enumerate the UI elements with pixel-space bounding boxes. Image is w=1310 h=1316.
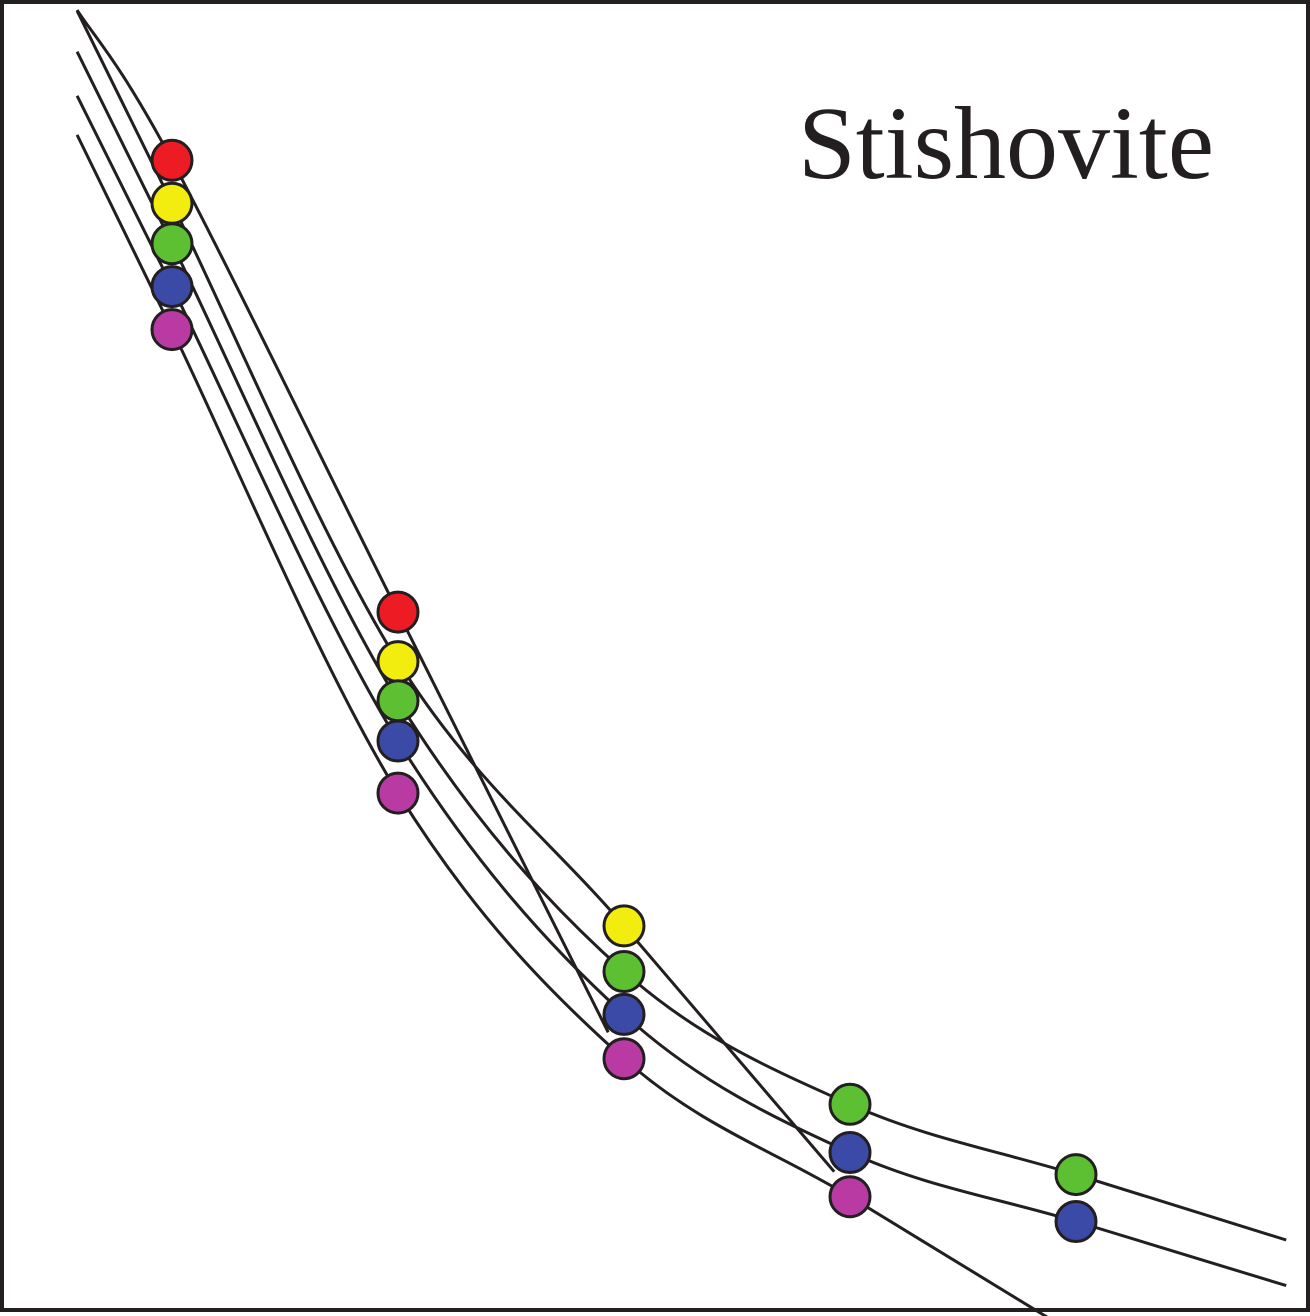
data-point-s4-p1: [150, 265, 194, 309]
data-point-s4-p4: [828, 1131, 872, 1174]
data-point-s5-p2: [376, 771, 420, 815]
series-curve-4: [75, 95, 1287, 1288]
curve-group: [75, 9, 1287, 1316]
series-curve-2: [75, 10, 836, 1173]
chart-title: Stishovite: [797, 86, 1214, 201]
data-point-s2-p2: [376, 640, 420, 684]
data-point-s1-p1: [150, 138, 194, 182]
series-curve-1: [75, 9, 610, 1033]
data-point-s4-p5: [1054, 1200, 1098, 1243]
data-point-s5-p1: [150, 308, 194, 352]
data-point-s1-p2: [376, 590, 420, 634]
data-point-s2-p1: [150, 181, 194, 225]
data-point-s4-p2: [376, 719, 420, 763]
data-point-s3-p1: [150, 222, 194, 266]
data-point-s5-p3: [602, 1037, 646, 1081]
data-point-s3-p5: [1054, 1153, 1098, 1197]
data-point-s3-p2: [376, 679, 420, 723]
data-point-s3-p3: [602, 950, 646, 993]
marker-group: [150, 138, 1098, 1243]
plot-area: [75, 9, 1287, 1316]
data-point-s3-p4: [828, 1082, 872, 1126]
data-point-s5-p4: [828, 1175, 872, 1219]
data-point-s4-p3: [602, 992, 646, 1036]
data-point-s2-p3: [602, 904, 646, 948]
